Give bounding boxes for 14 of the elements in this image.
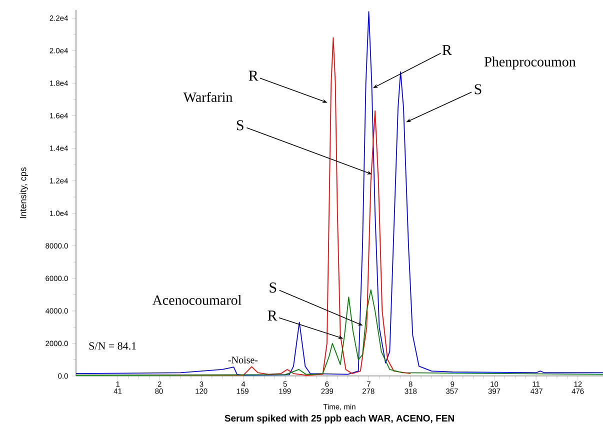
text: Serum spiked with 25 ppb each WAR, ACENO, FEN bbox=[224, 414, 454, 424]
annotation: S bbox=[270, 282, 276, 293]
annotation: Acenocoumarol bbox=[152, 295, 242, 305]
annotation: S/N = 84.1 bbox=[89, 342, 136, 350]
annotation: S bbox=[474, 84, 482, 94]
annotation: Phenprocoumon bbox=[484, 56, 576, 70]
line-series bbox=[76, 11, 603, 376]
annotation: R bbox=[268, 310, 278, 320]
annotation: -Noise- bbox=[228, 356, 258, 364]
y-axis-title: Intensity, cps bbox=[20, 167, 28, 218]
annotation: Warfarin bbox=[183, 92, 233, 102]
annotation: R bbox=[442, 45, 452, 55]
annotation: S bbox=[236, 120, 244, 130]
annotation: R bbox=[248, 70, 258, 81]
